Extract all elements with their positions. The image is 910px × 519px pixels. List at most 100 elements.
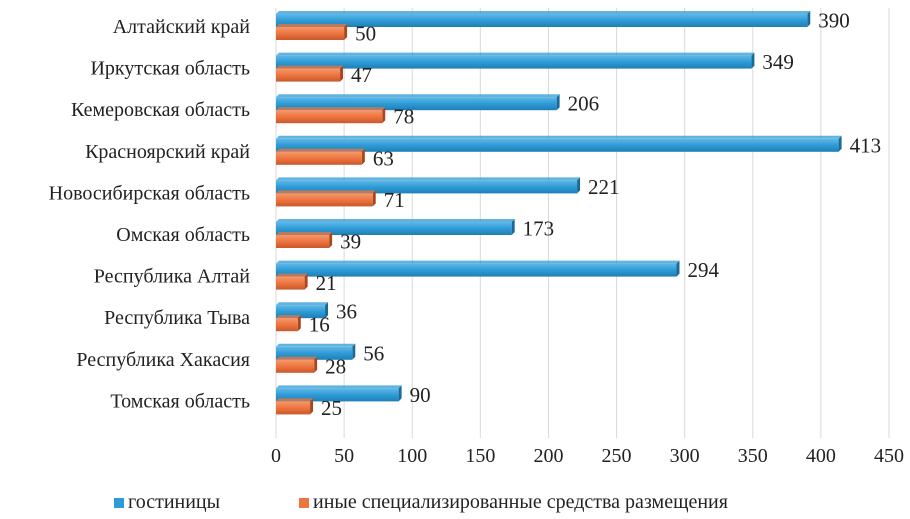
- bar-front-face: [276, 263, 677, 277]
- bar-other-accommodation: [276, 356, 318, 373]
- x-tick-label-250: 250: [602, 445, 632, 467]
- bar-end-face: [676, 260, 680, 277]
- data-label-hotels: 206: [568, 92, 600, 116]
- bar-top-face: [276, 24, 348, 27]
- bar-front-face: [276, 318, 298, 332]
- bar-top-face: [276, 148, 365, 152]
- bar-front-face: [276, 180, 578, 194]
- bar-other-accommodation: [276, 398, 314, 415]
- x-tick-label-100: 100: [397, 445, 427, 467]
- bar-front-face: [276, 359, 315, 373]
- data-label-hotels: 294: [687, 258, 719, 282]
- bar-hotels: [276, 52, 755, 69]
- bar-end-face: [329, 232, 333, 248]
- legend-swatch: [299, 498, 309, 508]
- bar-end-face: [511, 219, 515, 235]
- bar-end-face: [556, 94, 560, 111]
- data-label-other-accommodation: 25: [321, 396, 342, 420]
- bar-top-face: [276, 302, 329, 306]
- data-label-hotels: 349: [762, 50, 794, 74]
- bar-end-face: [382, 107, 386, 124]
- category-label: Новосибирская область: [49, 182, 250, 204]
- bar-front-face: [276, 276, 305, 290]
- bar-hotels: [276, 302, 329, 319]
- axes: 0 50 100 150 200 250 300 350 400 450 Алтайский кра…: [49, 16, 904, 467]
- bar-other-accommodation: [276, 232, 333, 248]
- bar-other-accommodation: [276, 148, 365, 165]
- bar-front-face: [276, 14, 808, 27]
- x-tick-label-350: 350: [738, 445, 768, 467]
- category-label: Республика Алтай: [94, 266, 250, 288]
- bar-end-face: [398, 385, 402, 402]
- legend: гостиницы иные специализированные средств…: [114, 491, 728, 513]
- gridlines: [275, 8, 890, 438]
- category-label: Республика Тыва: [104, 307, 250, 329]
- bar-front-face: [276, 305, 326, 319]
- x-tick-label-450: 450: [874, 445, 904, 467]
- bar-top-face: [276, 385, 402, 389]
- x-tick-label-400: 400: [806, 445, 836, 467]
- category-label: Республика Хакасия: [76, 349, 250, 371]
- legend-item: гостиницы: [114, 491, 220, 513]
- category-label: Иркутская область: [90, 58, 250, 80]
- data-label-hotels: 90: [410, 383, 431, 407]
- legend-item: иные специализированные средства размеще…: [299, 491, 728, 513]
- bar-front-face: [276, 346, 353, 360]
- bar-end-face: [325, 302, 329, 319]
- bar-hotels: [276, 94, 560, 111]
- bar-end-face: [297, 315, 301, 332]
- bar-end-face: [340, 65, 344, 82]
- x-tick-label-0: 0: [271, 445, 281, 467]
- bar-end-face: [344, 24, 348, 40]
- category-label: Кемеровская область: [71, 99, 250, 121]
- bar-top-face: [276, 315, 301, 319]
- bar-hotels: [276, 219, 515, 235]
- data-label-other-accommodation: 39: [340, 230, 361, 254]
- bar-end-face: [352, 343, 356, 360]
- data-label-other-accommodation: 21: [316, 271, 337, 295]
- bar-hotels: [276, 385, 402, 402]
- bar-front-face: [276, 401, 311, 415]
- bar-end-face: [314, 356, 318, 373]
- bar-top-face: [276, 135, 842, 139]
- bar-front-face: [276, 97, 557, 111]
- bar-end-face: [807, 11, 811, 27]
- bar-end-face: [577, 177, 581, 194]
- bar-top-face: [276, 94, 560, 98]
- category-label: Красноярский край: [85, 141, 250, 163]
- bar-end-face: [372, 190, 376, 207]
- data-label-other-accommodation: 50: [355, 22, 376, 46]
- data-label-other-accommodation: 63: [373, 146, 394, 170]
- data-label-hotels: 390: [818, 9, 850, 33]
- data-label-hotels: 413: [850, 133, 882, 157]
- bar-top-face: [276, 52, 755, 56]
- bar-front-face: [276, 193, 373, 207]
- bar-hotels: [276, 260, 680, 277]
- bar-hotels: [276, 343, 356, 360]
- legend-swatch: [114, 498, 124, 508]
- bar-front-face: [276, 27, 345, 40]
- bar-top-face: [276, 232, 333, 235]
- data-label-other-accommodation: 47: [351, 63, 372, 87]
- bar-end-face: [310, 398, 314, 415]
- data-label-other-accommodation: 71: [384, 188, 405, 212]
- bar-hotels: [276, 11, 811, 27]
- data-label-hotels: 56: [363, 341, 384, 365]
- data-label-other-accommodation: 16: [309, 313, 330, 337]
- data-labels: 3903492064132211732943656905047786371392…: [309, 9, 881, 420]
- bar-front-face: [276, 110, 383, 124]
- bar-top-face: [276, 177, 581, 181]
- x-tick-label-150: 150: [465, 445, 495, 467]
- bar-other-accommodation: [276, 65, 344, 82]
- bar-hotels: [276, 177, 581, 194]
- bar-other-accommodation: [276, 24, 348, 40]
- bar-top-face: [276, 260, 680, 264]
- bar-hotels: [276, 135, 842, 152]
- data-label-hotels: 36: [336, 300, 357, 324]
- bar-top-face: [276, 343, 356, 347]
- data-label-other-accommodation: 28: [325, 354, 346, 378]
- data-label-other-accommodation: 78: [393, 105, 414, 129]
- legend-label: иные специализированные средства размеще…: [313, 491, 728, 513]
- data-label-hotels: 221: [588, 175, 620, 199]
